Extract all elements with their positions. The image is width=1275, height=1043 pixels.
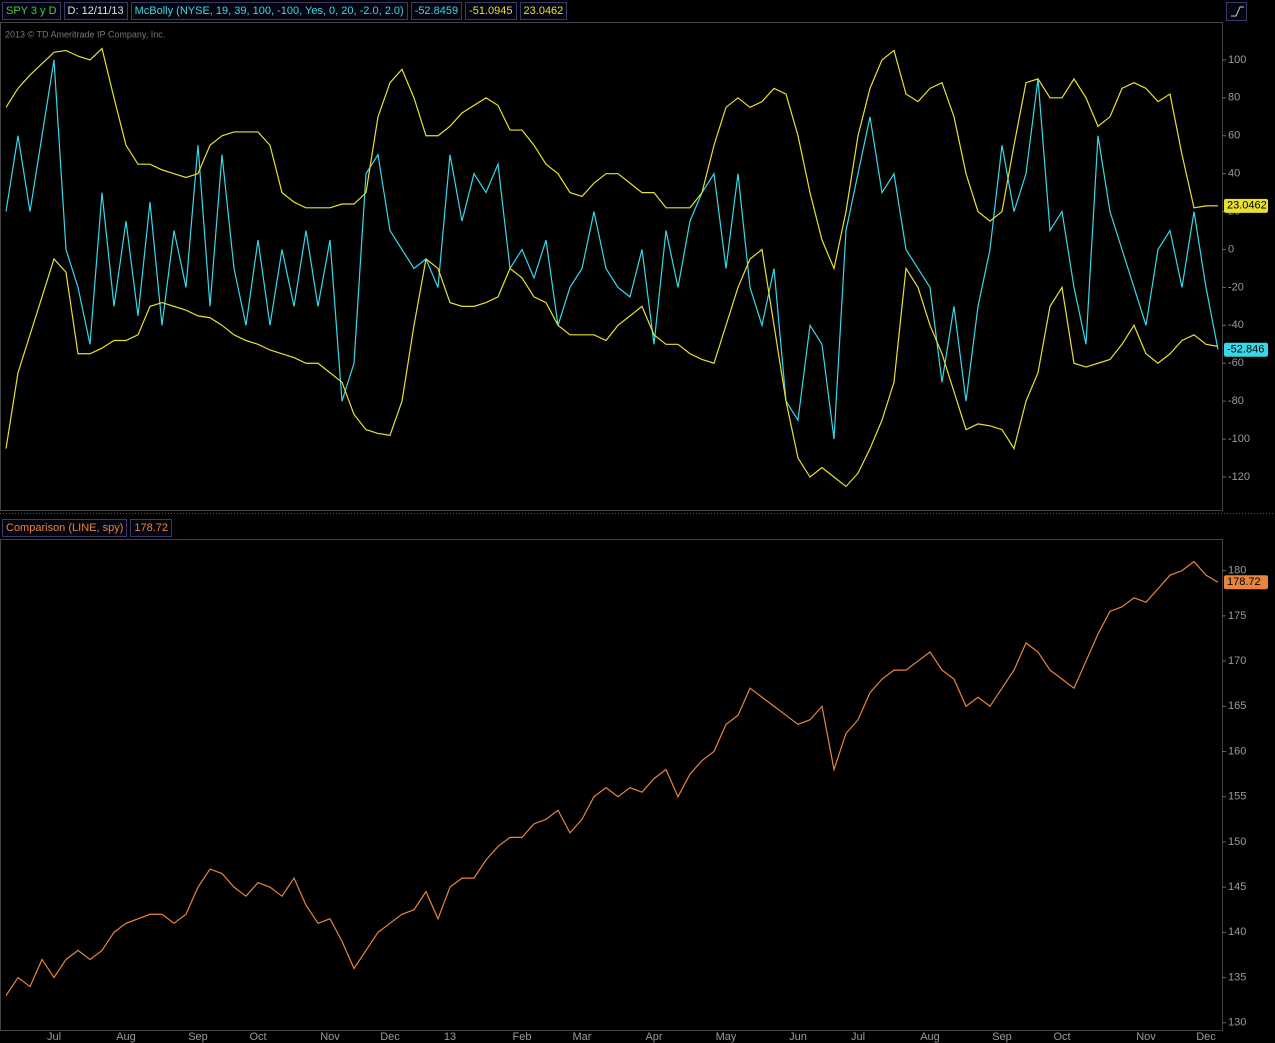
y-tick-label: 140 — [1228, 926, 1246, 938]
y-tick-label: 155 — [1228, 791, 1246, 803]
readout: -51.0945 — [465, 2, 517, 20]
last-value-tag — [1224, 575, 1268, 590]
y-tick-label: 175 — [1228, 610, 1246, 622]
y-tick-label: 0 — [1228, 243, 1234, 255]
y-tick-label: -20 — [1228, 281, 1244, 293]
y-tick-label: 100 — [1228, 54, 1246, 66]
readout: 23.0462 — [519, 2, 568, 20]
y-tick-label: -120 — [1228, 471, 1250, 483]
x-tick-label: Jul — [851, 1031, 865, 1043]
y-tick-label: -100 — [1228, 433, 1250, 445]
y-tick-label: 135 — [1228, 971, 1246, 983]
y-tick-label: 60 — [1228, 130, 1240, 142]
last-value-tag — [1224, 198, 1268, 213]
settings-icon[interactable] — [1226, 2, 1247, 21]
x-tick-label: Jun — [789, 1031, 807, 1043]
x-tick-label: Aug — [920, 1031, 940, 1043]
y-tick-label: 20 — [1228, 205, 1240, 217]
x-tick-label: Dec — [380, 1031, 400, 1043]
x-tick-label: 13 — [444, 1031, 456, 1043]
study[interactable]: McBolly (NYSE, 19, 39, 100, -100, Yes, 0… — [130, 2, 408, 20]
copyright: 2013 © TD Ameritrade IP Company, Inc. — [5, 29, 165, 39]
icon-glyph — [1231, 6, 1244, 17]
symbol[interactable]: SPY 3 y D — [2, 2, 61, 20]
readout: 178.72 — [130, 519, 173, 537]
y-tick-label: 150 — [1228, 836, 1246, 848]
x-tick-label: Aug — [116, 1031, 136, 1043]
series-line — [5, 560, 1219, 996]
readout: -52.8459 — [410, 2, 463, 20]
x-tick-label: Jul — [47, 1031, 61, 1043]
x-tick-label: May — [716, 1031, 737, 1043]
x-tick-label: Nov — [1136, 1031, 1156, 1043]
y-tick-label: 130 — [1228, 1017, 1246, 1029]
y-tick-label: -80 — [1228, 395, 1244, 407]
y-tick-label: 80 — [1228, 92, 1240, 104]
y-tick-label: 180 — [1228, 565, 1246, 577]
series-line — [5, 59, 1219, 440]
y-tick-label: 165 — [1228, 700, 1246, 712]
y-tick-label: 160 — [1228, 745, 1246, 757]
x-tick-label: Dec — [1196, 1031, 1216, 1043]
x-tick-label: Oct — [1053, 1031, 1070, 1043]
y-tick-label: 40 — [1228, 168, 1240, 180]
x-tick-label: Mar — [573, 1031, 592, 1043]
x-tick-label: Sep — [992, 1031, 1012, 1043]
y-tick-label: 170 — [1228, 655, 1246, 667]
x-tick-label: Apr — [645, 1031, 662, 1043]
x-tick-label: Oct — [249, 1031, 266, 1043]
last-value-label: -52.846 — [1227, 344, 1264, 356]
date: D: 12/11/13 — [63, 2, 128, 20]
last-value-label: 23.0462 — [1227, 200, 1267, 212]
last-value-label: 178.72 — [1227, 576, 1261, 588]
panel-frame — [0, 539, 1223, 1031]
x-tick-label: Feb — [513, 1031, 532, 1043]
x-tick-label: Sep — [188, 1031, 208, 1043]
bottom-header: Comparison (LINE, spy) 178.72 — [2, 519, 173, 537]
panel-frame — [0, 22, 1223, 511]
y-tick-label: -40 — [1228, 319, 1244, 331]
series-line — [5, 47, 1219, 271]
study[interactable]: Comparison (LINE, spy) — [2, 519, 128, 537]
x-tick-label: Nov — [320, 1031, 340, 1043]
y-tick-label: -60 — [1228, 357, 1244, 369]
top-header: SPY 3 y D D: 12/11/13 McBolly (NYSE, 19,… — [2, 2, 568, 20]
series-line — [5, 248, 1219, 488]
last-value-tag — [1224, 342, 1268, 357]
y-tick-label: 145 — [1228, 881, 1246, 893]
